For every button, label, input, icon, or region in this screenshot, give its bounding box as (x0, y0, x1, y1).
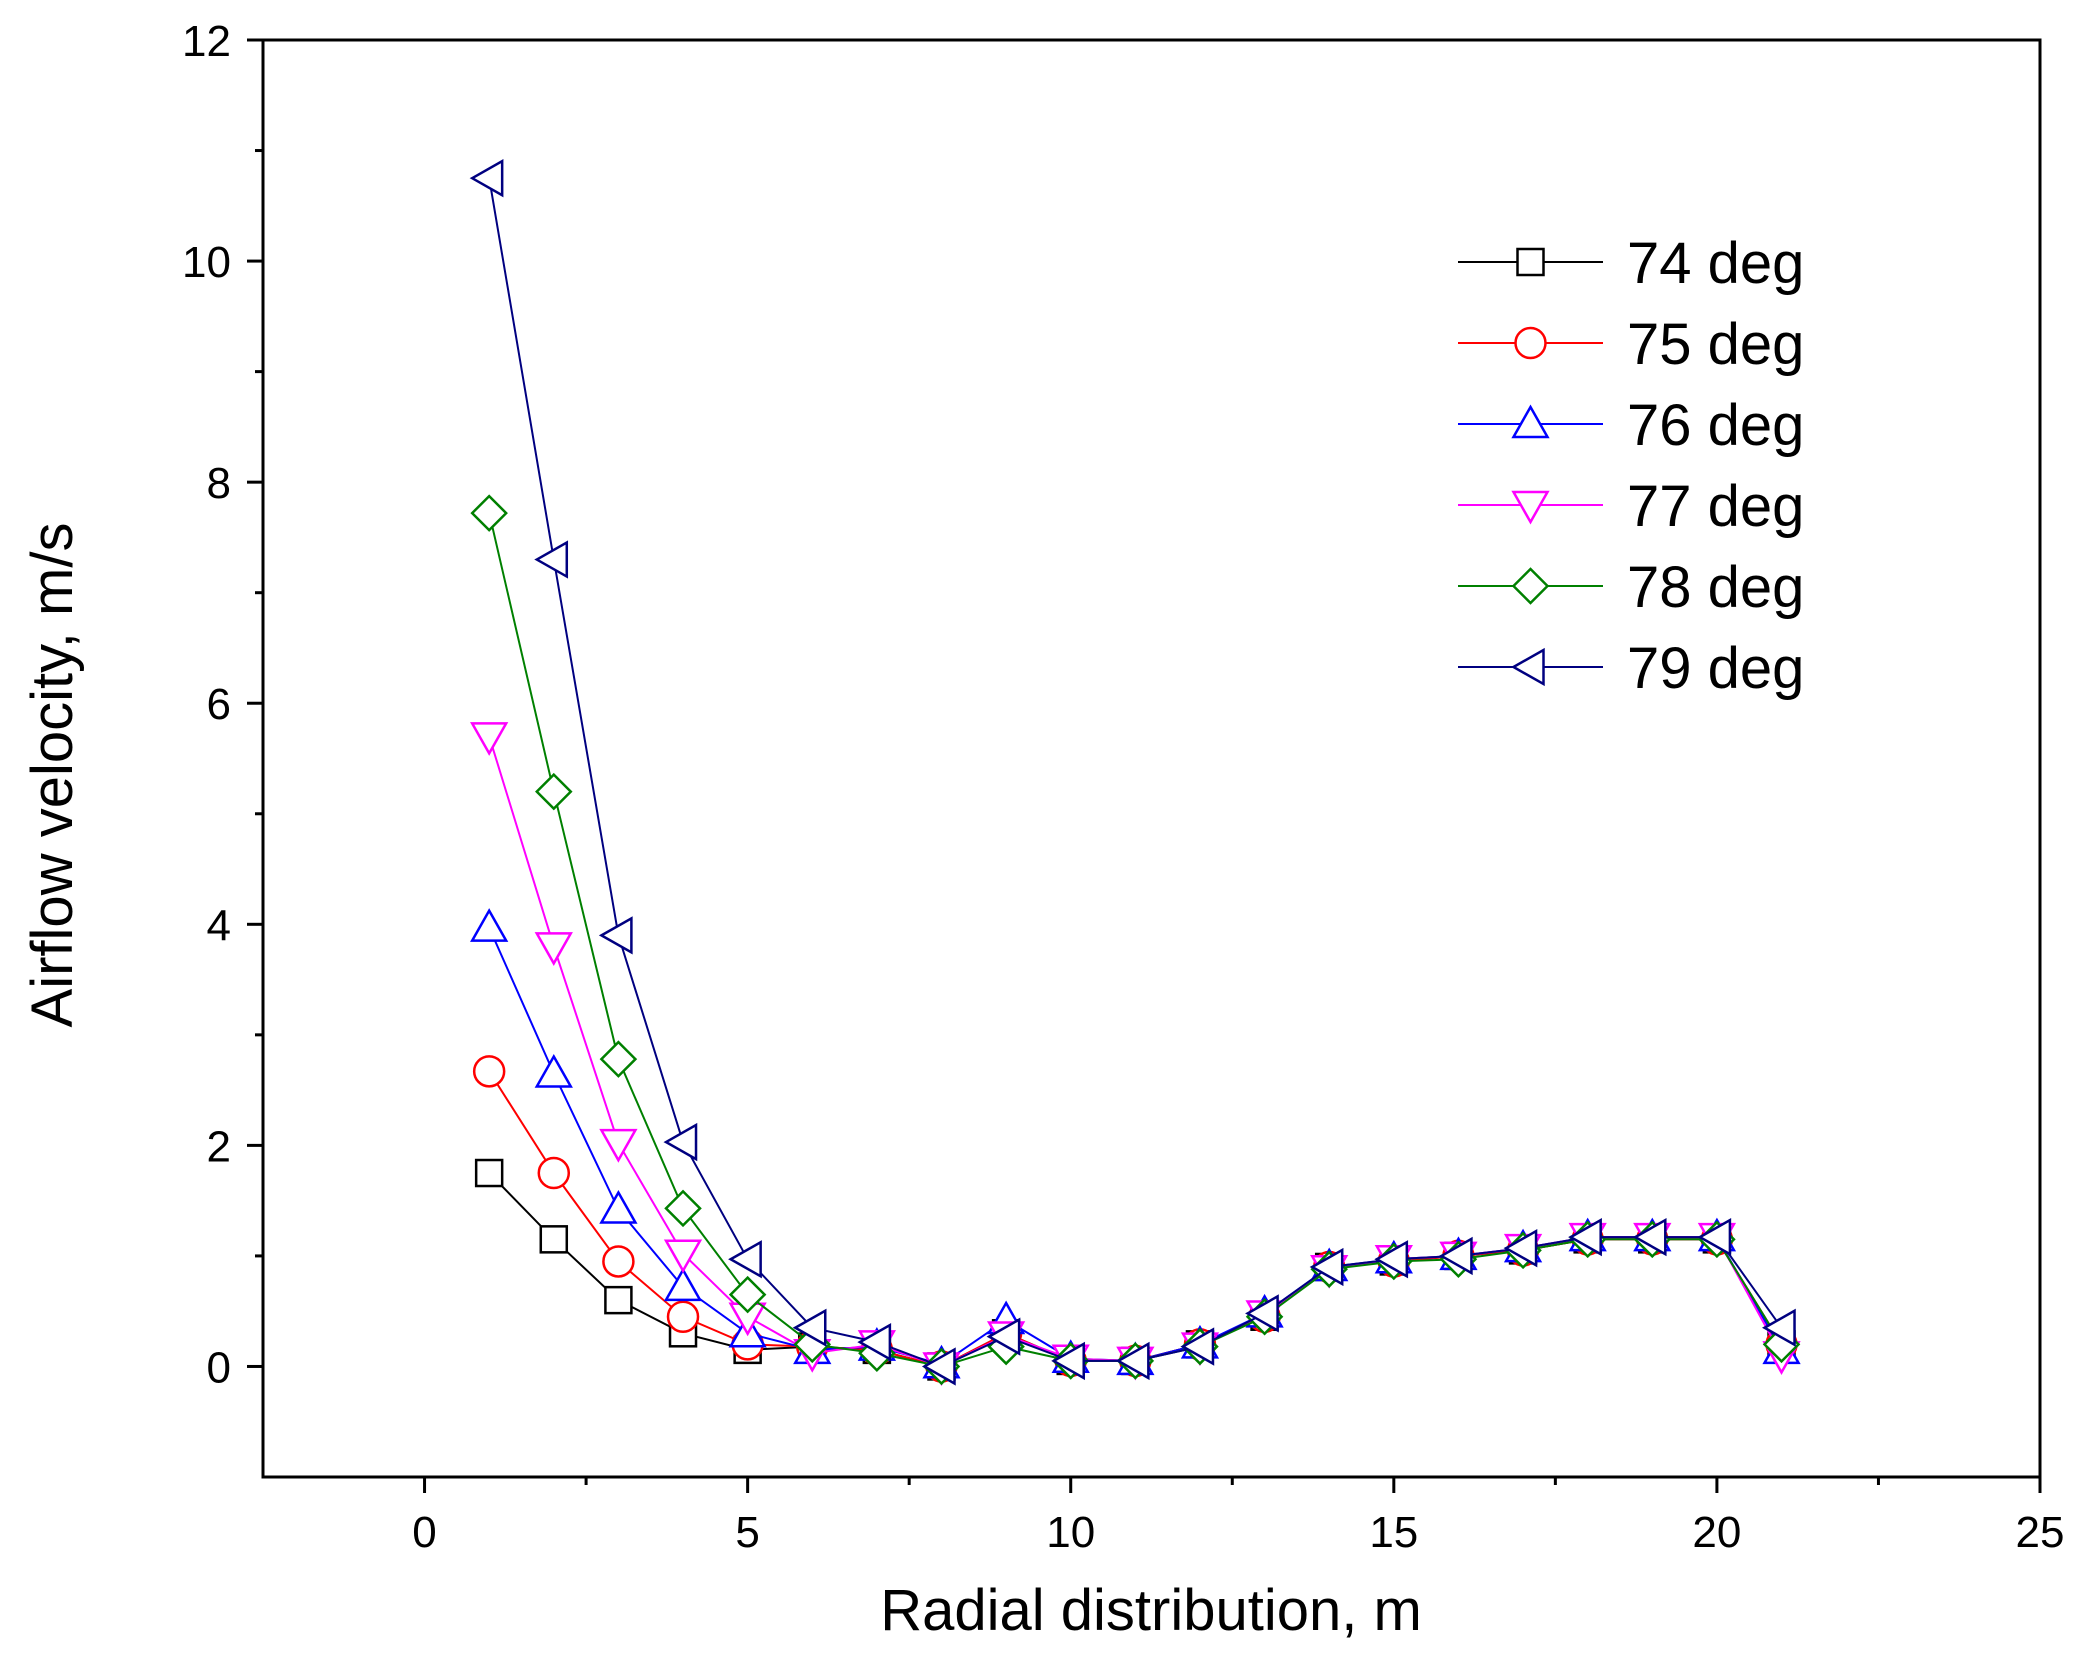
legend-label: 78 deg (1627, 555, 1804, 620)
legend-label: 77 deg (1627, 474, 1804, 539)
data-point (474, 1158, 504, 1188)
data-point (604, 1285, 633, 1315)
data-point (470, 908, 509, 942)
x-tick-label: 15 (1369, 1508, 1418, 1557)
y-tick-label: 8 (207, 459, 231, 508)
data-point (539, 1225, 569, 1254)
data-point (534, 540, 569, 579)
legend-item: 78 deg (1458, 555, 1804, 620)
data-point (1115, 1341, 1150, 1381)
plot-marks (469, 159, 1801, 1386)
y-tick-label: 10 (182, 238, 231, 287)
x-tick-label: 20 (1692, 1508, 1741, 1557)
x-tick-label: 25 (2016, 1508, 2065, 1557)
series-line (488, 178, 1783, 1368)
data-point (470, 494, 508, 532)
data-point (470, 722, 509, 756)
legend-label: 76 deg (1627, 393, 1804, 458)
data-point (599, 1189, 638, 1224)
data-point (599, 1040, 638, 1078)
legend-item: 77 deg (1458, 474, 1804, 539)
data-point (602, 1245, 635, 1278)
y-tick-label: 0 (207, 1343, 231, 1392)
legend-marker (1510, 647, 1545, 687)
axes: 0 5 10 15 20 25 0 2 4 6 8 10 12 (182, 17, 2064, 1557)
legend-item: 76 deg (1458, 393, 1804, 458)
legend: 74 deg 75 deg 76 deg 77 deg 78 deg 79 deg (1458, 231, 1804, 701)
x-axis-title: Radial distribution, m (880, 1578, 1422, 1643)
data-point (857, 1322, 892, 1362)
legend-marker (1514, 326, 1547, 360)
x-tick-label: 10 (1046, 1508, 1095, 1557)
data-point (663, 1122, 698, 1162)
data-point (1632, 1217, 1667, 1257)
series-79-deg (469, 159, 1796, 1386)
data-point (986, 1317, 1021, 1356)
data-point (663, 1239, 703, 1274)
series-77-deg (470, 722, 1801, 1386)
legend-item: 75 deg (1458, 312, 1804, 377)
legend-label: 79 deg (1627, 636, 1804, 701)
data-point (534, 1053, 573, 1088)
data-point (728, 1240, 762, 1279)
data-point (598, 916, 633, 955)
y-tick-label: 6 (207, 680, 231, 729)
data-point (792, 1308, 827, 1347)
data-point (469, 159, 504, 198)
plot-frame (261, 38, 2042, 1479)
y-tick-label: 4 (207, 901, 231, 950)
legend-marker (1511, 490, 1550, 525)
data-point (534, 932, 573, 966)
data-point (1051, 1341, 1085, 1381)
x-tick-label: 5 (735, 1508, 759, 1557)
data-point (921, 1347, 956, 1386)
data-point (1697, 1217, 1732, 1257)
data-point (1568, 1217, 1602, 1257)
data-point (1438, 1236, 1473, 1276)
data-point (666, 1300, 700, 1333)
data-point (1761, 1308, 1796, 1347)
legend-marker (1516, 247, 1545, 277)
y-tick-label: 12 (182, 17, 231, 66)
y-axis-title: Airflow velocity, m/s (20, 523, 85, 1028)
legend-item: 74 deg (1458, 231, 1804, 296)
x-tick-label: 0 (412, 1508, 436, 1557)
data-point (1374, 1240, 1409, 1279)
legend-marker (1511, 404, 1550, 439)
legend-label: 74 deg (1627, 231, 1804, 296)
data-point (1180, 1327, 1215, 1366)
data-point (663, 1267, 703, 1302)
data-point (537, 1156, 571, 1190)
data-point (1309, 1247, 1344, 1287)
data-point (535, 772, 573, 811)
data-point (472, 1055, 506, 1088)
data-point (599, 1128, 638, 1163)
legend-label: 75 deg (1627, 312, 1804, 377)
data-point (664, 1189, 702, 1228)
legend-item: 79 deg (1458, 636, 1804, 701)
data-point (728, 1275, 767, 1314)
data-point (1503, 1229, 1538, 1268)
y-tick-label: 2 (207, 1122, 231, 1171)
legend-marker (1511, 567, 1550, 605)
data-point (1245, 1294, 1279, 1333)
